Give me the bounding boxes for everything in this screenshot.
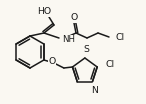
Text: O: O — [48, 58, 55, 66]
Text: N: N — [91, 85, 98, 95]
Text: Cl: Cl — [115, 32, 124, 41]
Text: S: S — [83, 45, 89, 54]
Text: O: O — [70, 14, 78, 22]
Text: Cl: Cl — [105, 61, 114, 69]
Text: NH: NH — [62, 35, 75, 44]
Text: HO: HO — [37, 7, 51, 17]
